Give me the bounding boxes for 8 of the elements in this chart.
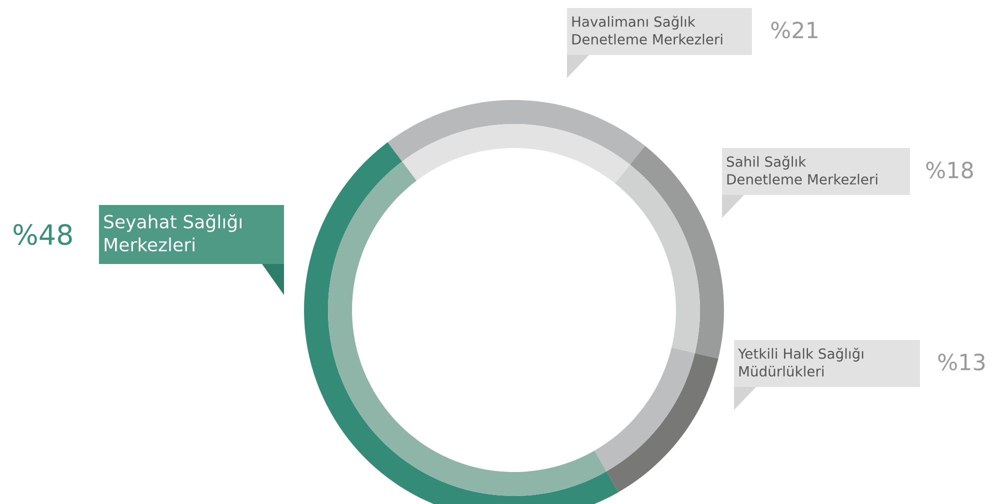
slice-label: Yetkili Halk Sağlığı Müdürlükleri xyxy=(738,348,864,377)
text: %18 xyxy=(926,162,973,178)
text: %13 xyxy=(938,354,985,370)
slice-label: Sahil Sağlık Denetleme Merkezleri xyxy=(726,156,878,185)
slice-label: Havalimanı Sağlık Denetleme Merkezleri xyxy=(572,16,722,45)
text: %21 xyxy=(771,22,818,38)
text: %48 xyxy=(14,224,72,246)
slice-label: Seyahat Sağlığı Merkezleri xyxy=(104,214,242,252)
